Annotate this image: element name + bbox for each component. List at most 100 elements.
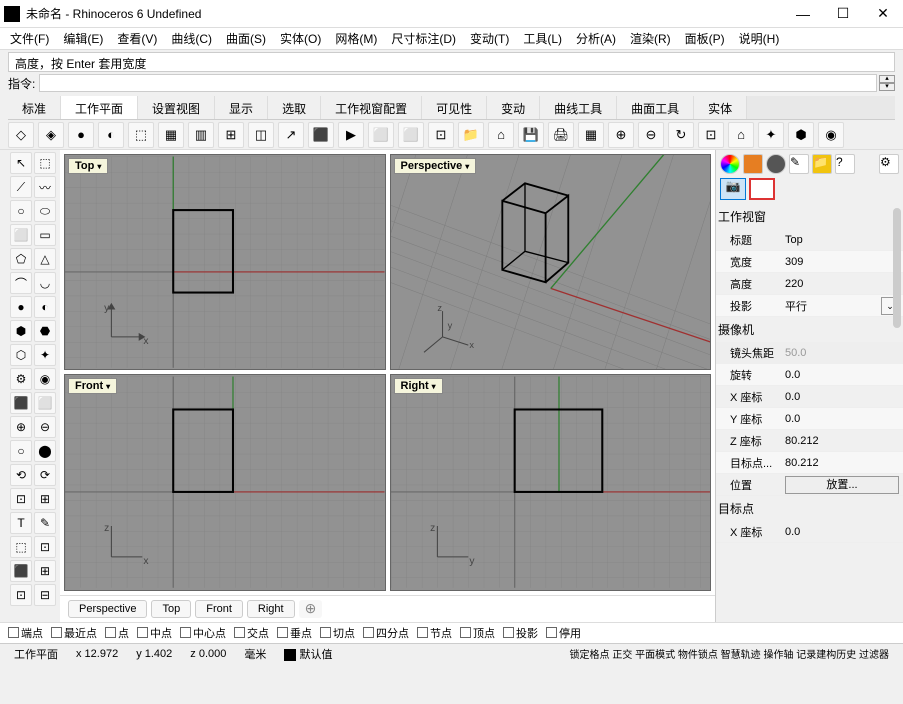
toolbar-button[interactable]: ▦ <box>158 122 184 148</box>
osnap-checkbox[interactable]: 四分点 <box>363 625 409 641</box>
history-spinner[interactable]: ▴▾ <box>879 75 895 91</box>
osnap-checkbox[interactable]: 端点 <box>8 625 43 641</box>
tool-button[interactable]: ⬣ <box>34 320 56 342</box>
tool-button[interactable]: ⊟ <box>34 584 56 606</box>
toolbar-button[interactable]: ◫ <box>248 122 274 148</box>
tool-button[interactable]: △ <box>34 248 56 270</box>
viewport-tab[interactable]: Top <box>151 600 191 618</box>
menu-item[interactable]: 尺寸标注(D) <box>391 30 456 47</box>
toolbar-button[interactable]: ◇ <box>8 122 34 148</box>
toolbar-button[interactable]: ↗ <box>278 122 304 148</box>
osnap-checkbox[interactable]: 最近点 <box>51 625 97 641</box>
tool-button[interactable]: ⬭ <box>34 200 56 222</box>
menu-item[interactable]: 实体(O) <box>280 30 321 47</box>
tool-button[interactable]: ● <box>10 296 32 318</box>
toolbar-tab[interactable]: 标准 <box>8 96 61 119</box>
tool-button[interactable]: ⟲ <box>10 464 32 486</box>
property-value[interactable]: 0.0 <box>781 413 903 425</box>
tool-button[interactable]: ⊡ <box>10 488 32 510</box>
status-plane[interactable]: 工作平面 <box>8 646 64 662</box>
layers-icon[interactable] <box>743 154 763 174</box>
property-value[interactable]: 0.0 <box>781 391 903 403</box>
tool-button[interactable]: ⌒ <box>10 272 32 294</box>
osnap-checkbox[interactable]: 中点 <box>137 625 172 641</box>
viewport-perspective[interactable]: Perspective zxy <box>390 154 712 370</box>
osnap-checkbox[interactable]: 停用 <box>546 625 581 641</box>
tool-button[interactable]: ▭ <box>34 224 56 246</box>
tool-button[interactable]: ◉ <box>34 368 56 390</box>
viewport-front[interactable]: Front zx <box>64 374 386 590</box>
viewport-label-perspective[interactable]: Perspective <box>394 158 477 174</box>
toolbar-button[interactable]: ⬚ <box>128 122 154 148</box>
command-input[interactable] <box>39 74 877 92</box>
tool-button[interactable]: ⬜ <box>34 392 56 414</box>
tool-button[interactable]: T <box>10 512 32 534</box>
osnap-checkbox[interactable]: 交点 <box>234 625 269 641</box>
menu-item[interactable]: 编辑(E) <box>63 30 103 47</box>
toolbar-button[interactable]: ◈ <box>38 122 64 148</box>
tool-button[interactable]: ◐ <box>34 296 56 318</box>
toolbar-button[interactable]: ▶ <box>338 122 364 148</box>
help-icon[interactable]: ? <box>835 154 855 174</box>
gear-icon[interactable]: ⚙ <box>879 154 899 174</box>
menu-item[interactable]: 网格(M) <box>335 30 377 47</box>
viewport-tab[interactable]: Perspective <box>68 600 147 618</box>
status-layer[interactable]: 默认值 <box>278 646 338 662</box>
tool-button[interactable]: ⬤ <box>34 440 56 462</box>
toolbar-tab[interactable]: 曲线工具 <box>540 96 617 119</box>
property-value[interactable]: 309 <box>781 256 903 268</box>
toolbar-button[interactable]: ⊖ <box>638 122 664 148</box>
viewport-props-icon[interactable]: 📷 <box>720 178 746 200</box>
toolbar-button[interactable]: ⊡ <box>698 122 724 148</box>
property-value[interactable]: 50.0 <box>781 347 903 359</box>
toolbar-button[interactable]: ⬜ <box>398 122 424 148</box>
toolbar-tab[interactable]: 曲面工具 <box>617 96 694 119</box>
toolbar-button[interactable]: ◉ <box>818 122 844 148</box>
osnap-checkbox[interactable]: 垂点 <box>277 625 312 641</box>
toolbar-button[interactable]: ⊕ <box>608 122 634 148</box>
tool-button[interactable]: ⟳ <box>34 464 56 486</box>
menu-item[interactable]: 面板(P) <box>685 30 725 47</box>
osnap-checkbox[interactable]: 节点 <box>417 625 452 641</box>
tool-button[interactable]: ⊞ <box>34 488 56 510</box>
toolbar-button[interactable]: ● <box>68 122 94 148</box>
toolbar-button[interactable]: ⌂ <box>728 122 754 148</box>
osnap-checkbox[interactable]: 点 <box>105 625 129 641</box>
render-icon[interactable] <box>766 154 786 174</box>
tool-button[interactable]: ⬚ <box>10 536 32 558</box>
toolbar-button[interactable]: 💾 <box>518 122 544 148</box>
toolbar-tab[interactable]: 显示 <box>215 96 268 119</box>
tool-button[interactable]: ✎ <box>34 512 56 534</box>
viewport-label-right[interactable]: Right <box>394 378 443 394</box>
tool-button[interactable]: ✦ <box>34 344 56 366</box>
menu-item[interactable]: 渲染(R) <box>630 30 671 47</box>
property-value[interactable]: 220 <box>781 278 903 290</box>
osnap-checkbox[interactable]: 切点 <box>320 625 355 641</box>
toolbar-button[interactable]: ⬜ <box>368 122 394 148</box>
tool-button[interactable]: ⬜ <box>10 224 32 246</box>
viewport-tab[interactable]: Front <box>195 600 243 618</box>
viewport-label-front[interactable]: Front <box>68 378 117 394</box>
property-select[interactable]: 平行⌄ <box>781 297 903 315</box>
toolbar-button[interactable]: ▥ <box>188 122 214 148</box>
toolbar-button[interactable]: 🖨 <box>548 122 574 148</box>
menu-item[interactable]: 工具(L) <box>523 30 562 47</box>
status-unit[interactable]: 毫米 <box>238 646 272 662</box>
osnap-checkbox[interactable]: 顶点 <box>460 625 495 641</box>
object-props-icon[interactable] <box>749 178 775 200</box>
status-modes[interactable]: 锁定格点 正交 平面模式 物件锁点 智慧轨迹 操作轴 记录建构历史 过滤器 <box>564 646 895 661</box>
toolbar-button[interactable]: ↻ <box>668 122 694 148</box>
tool-button[interactable]: ⊡ <box>34 536 56 558</box>
toolbar-button[interactable]: ⬛ <box>308 122 334 148</box>
menu-item[interactable]: 曲线(C) <box>171 30 212 47</box>
menu-item[interactable]: 分析(A) <box>576 30 616 47</box>
toolbar-tab[interactable]: 实体 <box>694 96 747 119</box>
tool-button[interactable]: ⊞ <box>34 560 56 582</box>
tool-button[interactable]: ⬡ <box>10 344 32 366</box>
menu-item[interactable]: 查看(V) <box>117 30 157 47</box>
tool-button[interactable]: ⊡ <box>10 584 32 606</box>
toolbar-tab[interactable]: 工作平面 <box>61 96 138 119</box>
tool-button[interactable]: ⊖ <box>34 416 56 438</box>
toolbar-button[interactable]: ✦ <box>758 122 784 148</box>
toolbar-button[interactable]: ⌂ <box>488 122 514 148</box>
